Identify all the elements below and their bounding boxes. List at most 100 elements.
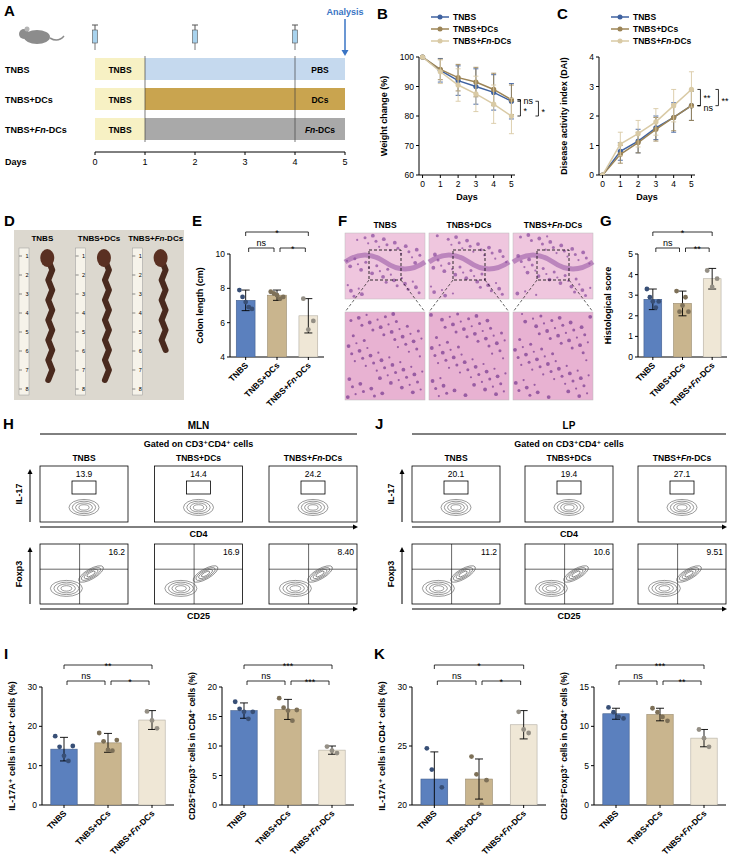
ruler-number: 5 — [82, 329, 85, 335]
tissue-texture — [419, 355, 421, 357]
italic-span: Fn — [284, 374, 298, 388]
tissue-texture — [535, 357, 539, 361]
series-line — [603, 89, 692, 175]
tissue-texture — [534, 324, 538, 328]
ruler-tick — [19, 313, 22, 314]
x-tick — [655, 175, 656, 178]
row-label: TNBS — [5, 65, 30, 75]
tissue-texture — [455, 363, 458, 366]
tissue-texture — [517, 356, 520, 359]
panel-letter: J — [375, 415, 383, 432]
contour — [674, 563, 703, 586]
data-point — [656, 299, 661, 304]
day-tick — [345, 152, 346, 155]
tissue-texture — [586, 392, 588, 394]
tissue-texture — [430, 285, 432, 287]
marker — [438, 69, 443, 74]
quadrant-line — [194, 544, 195, 604]
tissue-texture — [521, 313, 523, 315]
gate — [444, 481, 468, 494]
y-tick-label: 30 — [28, 682, 38, 692]
contour — [165, 580, 197, 596]
tissue-texture — [435, 336, 438, 339]
tissue-texture — [391, 363, 395, 367]
x-axis-title: Days — [456, 192, 478, 202]
legend-marker — [618, 39, 623, 44]
syringe-plunger — [92, 25, 98, 26]
contour — [542, 584, 560, 593]
induction-label: TNBS — [108, 125, 131, 135]
tissue-texture — [578, 283, 580, 285]
tissue-texture — [470, 376, 472, 378]
y-tick-label: 30 — [398, 682, 408, 692]
error-bar — [475, 759, 483, 799]
tissue-texture — [568, 372, 572, 376]
tissue-texture — [440, 265, 442, 267]
y-tick — [219, 687, 222, 688]
mouse-icon — [50, 36, 64, 40]
contour — [655, 584, 673, 593]
x-tick-label: TNBS — [45, 808, 69, 832]
gate-label: Gated on CD3⁺CD4⁺ cells — [514, 439, 624, 449]
tissue-texture — [347, 344, 351, 348]
x-tick — [434, 805, 435, 808]
significance-bracket — [249, 248, 274, 252]
ruler-number: 5 — [25, 329, 28, 335]
y-tick-label: 10 — [580, 721, 590, 731]
axis-arrow — [40, 527, 354, 528]
axis-arrow — [412, 527, 723, 528]
tissue-texture — [448, 367, 450, 369]
contour — [312, 568, 328, 581]
significance-label: ** — [721, 96, 729, 106]
phase-divider — [145, 56, 146, 142]
quadrant-line — [451, 544, 452, 604]
tissue-texture — [533, 384, 535, 386]
tissue-texture — [452, 292, 454, 294]
ruler-tick — [76, 351, 79, 352]
y-tick-label: 3 — [628, 290, 633, 300]
panel-letter: G — [600, 212, 612, 229]
y-axis-title: IL-17 — [386, 483, 396, 504]
significance-label: * — [275, 228, 279, 238]
tissue-texture — [457, 346, 460, 349]
day-label: 0 — [92, 157, 97, 167]
group-label: TNBS+DCs — [546, 453, 591, 463]
flow-plot — [155, 544, 243, 604]
bar-chart: E46810Colon length (cm)TNBSTNBS+DCsTNBS+… — [192, 212, 324, 409]
day-label: 3 — [242, 157, 247, 167]
y-tick — [591, 765, 594, 766]
tissue-texture — [501, 293, 504, 296]
contour — [305, 503, 322, 512]
marker — [671, 103, 676, 108]
contour — [305, 563, 334, 586]
panel-letter: E — [192, 212, 202, 229]
y-tick-label: 10 — [216, 249, 226, 259]
x-tick-label: 3 — [474, 179, 479, 189]
contour — [433, 586, 444, 591]
data-point — [101, 739, 106, 744]
axis-arrow — [40, 609, 354, 610]
tissue-texture — [394, 371, 397, 374]
data-point — [155, 726, 160, 731]
panel-title: LP — [563, 420, 576, 431]
contour — [557, 501, 580, 513]
syringe — [92, 25, 98, 50]
y-tick — [416, 57, 419, 58]
tissue-texture — [396, 284, 399, 287]
syringe-plunger — [192, 25, 198, 26]
x-axis-title: CD4 — [189, 529, 207, 539]
tissue-texture — [553, 378, 555, 380]
legend-label: TNBS+Fn-DCs — [633, 36, 692, 46]
legend-marker — [618, 15, 623, 20]
tissue-texture — [553, 270, 556, 273]
tissue-texture — [577, 370, 579, 372]
tissue-texture — [541, 243, 544, 246]
y-axis — [42, 687, 43, 805]
data-point — [521, 727, 526, 732]
contour — [54, 582, 79, 594]
tissue-texture — [371, 329, 374, 332]
photo-label: TNBS+DCs — [78, 234, 121, 243]
arrow-head — [722, 607, 727, 612]
plot-data — [600, 72, 694, 175]
contour — [546, 586, 557, 591]
